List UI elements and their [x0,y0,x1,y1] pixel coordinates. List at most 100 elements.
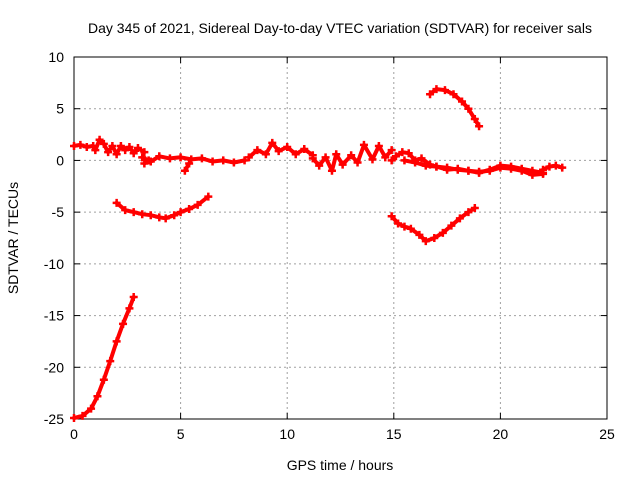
data-point [551,161,560,170]
y-tick-label: -20 [44,359,64,375]
data-point [146,211,155,220]
data-point [268,138,277,147]
data-point [91,146,100,155]
data-point [470,204,479,213]
data-point [449,90,458,99]
data-point [374,141,383,150]
data-point [359,140,368,149]
data-point [400,156,409,165]
x-axis-label: GPS time / hours [287,457,394,473]
data-point [129,208,138,217]
data-point [229,158,238,167]
data-point [404,149,413,158]
data-point [112,198,121,207]
data-point [464,104,473,113]
data-point [381,153,390,162]
x-tick-label: 20 [493,426,509,442]
x-tick-labels: 0 5 10 15 20 25 [70,426,615,442]
data-point [170,211,179,220]
data-point [125,142,134,151]
data-point [95,135,104,144]
data-point [421,237,430,246]
data-point [106,357,115,366]
data-point [197,154,206,163]
data-point [112,150,121,159]
data-point [539,165,548,174]
data-point [387,156,396,165]
data-point [119,319,128,328]
data-point [78,411,87,420]
data-point [112,337,121,346]
data-point [121,206,130,215]
series-line [72,295,136,420]
data-point [133,144,142,153]
data-point [528,166,537,175]
y-tick-label: -5 [52,204,65,220]
data-point [394,219,403,228]
y-tick-labels: 10 5 0 -5 -10 -15 -20 -25 [44,49,64,427]
data-point [219,156,228,165]
data-point [432,162,441,171]
data-point [208,157,217,166]
data-point [204,192,213,201]
data-point [417,154,426,163]
data-point [185,205,194,214]
data-point [368,155,377,164]
series-track-6 [308,140,396,175]
data-point [415,230,424,239]
y-tick-label: 10 [48,49,64,65]
data-point [108,141,117,150]
data-point [321,153,330,162]
data-point [438,228,447,237]
data-point [558,163,567,172]
y-tick-label: 5 [56,101,64,117]
data-point [440,86,449,95]
data-point [517,164,526,173]
data-point [300,145,309,154]
x-tick-label: 5 [177,426,185,442]
data-point [315,161,324,170]
data-point [507,162,516,171]
data-point [453,164,462,173]
data-point [443,165,452,174]
y-tick-label: 0 [56,152,64,168]
data-point [475,122,484,131]
series-track-1 [70,135,149,159]
data-point [138,153,147,162]
y-tick-label: -15 [44,308,64,324]
series-track-7 [387,148,435,169]
data-point [76,140,85,149]
plot-frame [73,56,608,420]
data-point [138,210,147,219]
x-tick-label: 0 [70,426,78,442]
data-point [432,85,441,94]
series-track-12 [70,292,138,422]
data-point [180,166,189,175]
data-point [140,159,149,168]
data-point [87,404,96,413]
data-point [193,200,202,209]
data-point [274,147,283,156]
data-point [187,155,196,164]
data-point [406,224,415,233]
data-point [129,149,138,158]
data-point [347,151,356,160]
data-point [411,158,420,167]
axis-ticks [73,56,608,420]
data-point [99,139,108,148]
data-point [104,148,113,157]
data-point [99,375,108,384]
data-point [261,150,270,159]
series-track-2 [138,152,249,167]
y-tick-label: -10 [44,256,64,272]
data-point [430,234,439,242]
data-point [283,142,292,151]
data-point [421,159,430,168]
series-track-14 [426,85,484,131]
data-layer [70,85,567,422]
data-point [308,154,317,163]
data-point [176,153,185,162]
data-point [116,141,125,150]
data-point [291,150,300,159]
